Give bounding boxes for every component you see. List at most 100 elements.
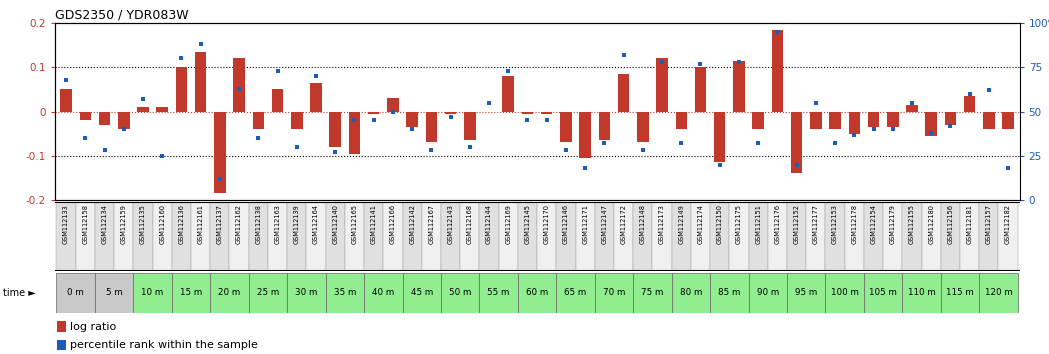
Text: GSM112142: GSM112142 — [409, 204, 415, 244]
Bar — [156, 107, 168, 112]
Bar — [267, 202, 287, 271]
Bar — [980, 273, 1018, 313]
Bar — [479, 273, 518, 313]
Bar — [844, 202, 864, 271]
Text: GSM112137: GSM112137 — [217, 204, 222, 244]
Text: 70 m: 70 m — [603, 289, 625, 297]
Bar — [729, 202, 749, 271]
Text: GSM112157: GSM112157 — [986, 204, 992, 244]
Text: GSM112150: GSM112150 — [716, 204, 723, 244]
Bar — [368, 112, 380, 114]
Bar — [133, 273, 172, 313]
Bar — [634, 202, 652, 271]
Bar — [541, 112, 553, 114]
Text: percentile rank within the sample: percentile rank within the sample — [70, 341, 258, 350]
Bar — [94, 202, 114, 271]
Text: GSM112133: GSM112133 — [63, 204, 69, 244]
Bar — [272, 89, 283, 112]
Bar — [902, 202, 922, 271]
Bar — [60, 89, 71, 112]
Text: log ratio: log ratio — [70, 322, 116, 332]
Text: 5 m: 5 m — [106, 289, 123, 297]
Bar — [749, 202, 768, 271]
Text: GSM112144: GSM112144 — [486, 204, 492, 244]
Bar — [287, 273, 325, 313]
Bar — [57, 321, 66, 332]
Text: GSM112156: GSM112156 — [947, 204, 954, 244]
Bar — [210, 202, 230, 271]
Text: 0 m: 0 m — [67, 289, 84, 297]
Bar — [637, 112, 648, 142]
Text: GSM112163: GSM112163 — [275, 204, 280, 244]
Bar — [906, 105, 918, 112]
Bar — [676, 112, 687, 129]
Bar — [57, 273, 94, 313]
Bar — [249, 202, 267, 271]
Text: GSM112178: GSM112178 — [852, 204, 857, 244]
Text: GSM112162: GSM112162 — [236, 204, 242, 244]
Text: GSM112145: GSM112145 — [524, 204, 531, 244]
Bar — [925, 112, 937, 136]
Bar — [502, 76, 514, 112]
Bar — [114, 202, 133, 271]
Bar — [383, 202, 403, 271]
Bar — [214, 112, 226, 193]
Text: 80 m: 80 m — [680, 289, 702, 297]
Bar — [941, 273, 980, 313]
Bar — [807, 202, 826, 271]
Bar — [195, 52, 207, 112]
Bar — [733, 61, 745, 112]
Bar — [175, 67, 187, 112]
Bar — [830, 112, 841, 129]
Bar — [556, 273, 595, 313]
Bar — [80, 112, 91, 120]
Text: 105 m: 105 m — [870, 289, 897, 297]
Text: GSM112140: GSM112140 — [333, 204, 338, 244]
Bar — [694, 67, 706, 112]
Text: GSM112147: GSM112147 — [601, 204, 607, 244]
Text: 65 m: 65 m — [564, 289, 586, 297]
Bar — [1003, 112, 1014, 129]
Text: GSM112165: GSM112165 — [351, 204, 358, 244]
Bar — [364, 202, 383, 271]
Text: 20 m: 20 m — [218, 289, 240, 297]
Text: GSM112149: GSM112149 — [679, 204, 684, 244]
Bar — [772, 30, 784, 112]
Bar — [614, 202, 634, 271]
Text: GSM112158: GSM112158 — [82, 204, 88, 244]
Bar — [599, 112, 611, 140]
Text: GSM112182: GSM112182 — [1005, 204, 1011, 244]
Text: GSM112151: GSM112151 — [755, 204, 762, 244]
Bar — [210, 273, 249, 313]
Bar — [787, 202, 807, 271]
Bar — [445, 112, 456, 114]
Text: GSM112153: GSM112153 — [832, 204, 838, 244]
Bar — [76, 202, 94, 271]
Bar — [287, 202, 306, 271]
Text: 90 m: 90 m — [756, 289, 779, 297]
Bar — [364, 273, 403, 313]
Bar — [634, 273, 671, 313]
Bar — [94, 273, 133, 313]
Bar — [810, 112, 821, 129]
Bar — [348, 112, 360, 154]
Text: 25 m: 25 m — [257, 289, 279, 297]
Bar — [579, 112, 591, 158]
Text: GSM112177: GSM112177 — [813, 204, 819, 244]
Text: 85 m: 85 m — [719, 289, 741, 297]
Text: GSM112148: GSM112148 — [640, 204, 646, 244]
Bar — [387, 98, 399, 112]
Bar — [441, 202, 461, 271]
Text: 100 m: 100 m — [831, 289, 859, 297]
Text: GSM112180: GSM112180 — [928, 204, 935, 244]
Text: 55 m: 55 m — [488, 289, 510, 297]
Bar — [230, 202, 249, 271]
Text: GSM112168: GSM112168 — [467, 204, 473, 244]
Bar — [537, 202, 556, 271]
Bar — [883, 202, 902, 271]
Text: GSM112176: GSM112176 — [774, 204, 780, 244]
Bar — [291, 112, 302, 129]
Text: GSM112159: GSM112159 — [121, 204, 127, 244]
Text: GSM112181: GSM112181 — [966, 204, 972, 244]
Text: GSM112134: GSM112134 — [102, 204, 108, 244]
